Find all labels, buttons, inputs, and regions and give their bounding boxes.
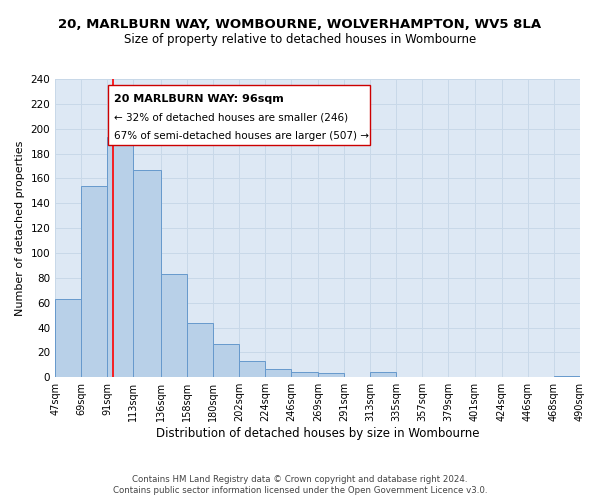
Bar: [133, 170, 161, 377]
Bar: [554, 376, 580, 377]
Bar: [107, 138, 133, 377]
Bar: [187, 322, 213, 377]
Text: Size of property relative to detached houses in Wombourne: Size of property relative to detached ho…: [124, 32, 476, 46]
Bar: [161, 274, 187, 377]
Bar: [239, 361, 265, 377]
Text: 20, MARLBURN WAY, WOMBOURNE, WOLVERHAMPTON, WV5 8LA: 20, MARLBURN WAY, WOMBOURNE, WOLVERHAMPT…: [58, 18, 542, 30]
Bar: [265, 368, 291, 377]
Bar: [55, 299, 81, 377]
Bar: [370, 372, 397, 377]
Text: Contains public sector information licensed under the Open Government Licence v3: Contains public sector information licen…: [113, 486, 487, 495]
X-axis label: Distribution of detached houses by size in Wombourne: Distribution of detached houses by size …: [156, 427, 479, 440]
FancyBboxPatch shape: [107, 85, 370, 144]
Bar: [318, 374, 344, 377]
Bar: [291, 372, 318, 377]
Text: 67% of semi-detached houses are larger (507) →: 67% of semi-detached houses are larger (…: [114, 131, 369, 141]
Bar: [213, 344, 239, 377]
Text: 20 MARLBURN WAY: 96sqm: 20 MARLBURN WAY: 96sqm: [114, 94, 284, 104]
Text: ← 32% of detached houses are smaller (246): ← 32% of detached houses are smaller (24…: [114, 112, 348, 122]
Text: Contains HM Land Registry data © Crown copyright and database right 2024.: Contains HM Land Registry data © Crown c…: [132, 475, 468, 484]
Bar: [81, 186, 107, 377]
Y-axis label: Number of detached properties: Number of detached properties: [15, 140, 25, 316]
